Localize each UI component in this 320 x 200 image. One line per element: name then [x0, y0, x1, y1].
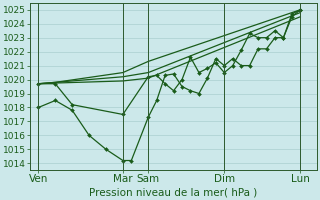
X-axis label: Pression niveau de la mer( hPa ): Pression niveau de la mer( hPa ): [90, 187, 258, 197]
